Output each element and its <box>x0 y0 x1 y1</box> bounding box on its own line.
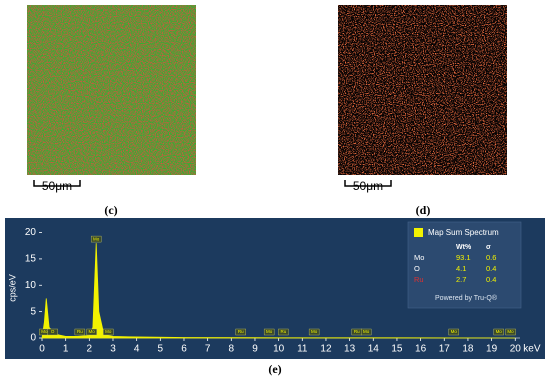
x-tick-label: 15 <box>391 344 403 355</box>
map-d-noise <box>338 5 507 175</box>
x-tick-label: 17 <box>439 344 451 355</box>
x-tick-label: 18 <box>462 344 474 355</box>
x-tick-label: 20 <box>510 344 522 355</box>
peak-label: Mo <box>105 329 112 334</box>
panel-label: (e) <box>268 362 281 376</box>
x-tick-label: 9 <box>252 344 258 355</box>
peak-label: Mo <box>363 329 370 334</box>
x-tick-label: 5 <box>158 344 164 355</box>
peak-label-box <box>493 328 504 336</box>
peak-label-box <box>278 328 289 336</box>
scale-bar <box>344 180 392 187</box>
legend-sigma: 0.4 <box>486 275 496 284</box>
legend-title: Map Sum Spectrum <box>428 228 499 237</box>
peak-label: Ru <box>354 329 360 334</box>
x-tick-label: 8 <box>229 344 235 355</box>
x-tick-label: 0 <box>39 344 45 355</box>
legend-wt: 4.1 <box>456 264 466 273</box>
panel-label: (d) <box>416 203 431 217</box>
legend-element: Ru <box>414 275 424 284</box>
legend-sigma: 0.6 <box>486 253 496 262</box>
x-axis-label: keV <box>523 344 541 355</box>
x-tick-label: 19 <box>486 344 498 355</box>
x-tick-label: 13 <box>344 344 356 355</box>
y-tick-label: 0 <box>30 333 36 344</box>
peak-label-box <box>505 328 516 336</box>
panel-label: (c) <box>104 203 117 217</box>
legend-footer: Powered by Tru-Q® <box>435 294 498 302</box>
peak-label: Mo <box>507 329 514 334</box>
legend-header: Wt% <box>456 244 472 251</box>
peak-label-box <box>90 235 102 243</box>
y-axis-label: cps/eV <box>7 274 17 302</box>
scale-bar-label: 50μm <box>42 179 72 193</box>
peak-label-box <box>47 328 58 336</box>
peak-label: Mo <box>266 329 273 334</box>
peak-label: Mo <box>496 329 503 334</box>
y-tick-label: 5 <box>30 306 36 317</box>
x-tick-label: 1 <box>63 344 69 355</box>
legend-wt: 93.1 <box>456 253 471 262</box>
peak-label-box <box>235 328 246 336</box>
x-tick-label: 16 <box>415 344 427 355</box>
legend-header: σ <box>486 244 491 251</box>
peak-label-box <box>103 328 114 336</box>
peak-label: Mo <box>89 329 96 334</box>
y-tick-label: 10 <box>25 280 37 291</box>
y-tick-label: 15 <box>25 254 37 265</box>
legend-swatch <box>414 228 423 237</box>
peak-label-box <box>74 328 86 336</box>
x-tick-label: 3 <box>110 344 116 355</box>
legend-wt: 2.7 <box>456 275 466 284</box>
peak-label: Mo <box>93 236 100 241</box>
peak-label: Ru <box>280 329 286 334</box>
legend-element: O <box>414 264 420 273</box>
x-tick-label: 4 <box>134 344 140 355</box>
peak-label: Ru <box>77 329 83 334</box>
peak-label: Mo <box>311 329 318 334</box>
y-tick-label: 20 <box>25 227 37 238</box>
peak-label-box <box>448 328 459 336</box>
legend-sigma: 0.4 <box>486 264 496 273</box>
map-c-noise <box>27 5 196 175</box>
legend-element: Mo <box>414 253 424 262</box>
legend-box <box>407 221 522 309</box>
peak-label: Mo <box>41 329 48 334</box>
peak-label-box <box>360 328 372 336</box>
x-tick-label: 6 <box>181 344 187 355</box>
x-tick-label: 7 <box>205 344 211 355</box>
peak-label-box <box>263 328 275 336</box>
peak-label-box <box>308 328 320 336</box>
peak-label: Ru <box>238 329 244 334</box>
peak-label: Mo <box>451 329 458 334</box>
peak-label-box <box>86 328 97 336</box>
scale-bar-label: 50μm <box>353 179 383 193</box>
x-tick-label: 14 <box>368 344 380 355</box>
x-tick-label: 2 <box>87 344 93 355</box>
x-tick-label: 11 <box>297 344 308 355</box>
x-tick-label: 10 <box>273 344 285 355</box>
peak-label: O <box>51 329 55 334</box>
x-tick-label: 12 <box>320 344 332 355</box>
scale-bar <box>33 180 81 187</box>
